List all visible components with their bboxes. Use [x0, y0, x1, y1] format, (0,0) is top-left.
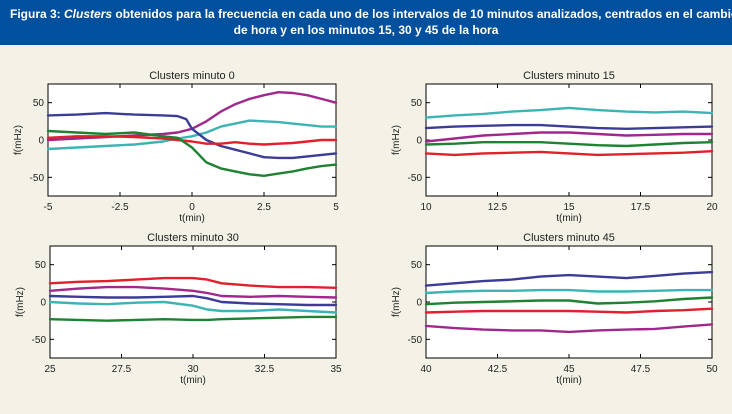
chart-minuto-0-ytick-label: -50 [30, 173, 45, 184]
figure-caption-line-2: de hora y en los minutos 15, 30 y 45 de … [233, 23, 499, 37]
chart-minuto-30-xtick-label: 25 [44, 364, 56, 375]
chart-minuto-30-title: Clusters minuto 30 [147, 232, 239, 244]
chart-minuto-30-plot-area [49, 245, 337, 359]
chart-minuto-45-series-3-line [424, 296, 714, 306]
chart-minuto-15-plot-area [425, 83, 713, 197]
chart-minuto-15-xtick-label: 17.5 [631, 202, 651, 213]
charts-figure: Clusters minuto 0 -5 -2.5 0 2.5 5 -50 0 50 t(min)… [13, 70, 718, 386]
chart-minuto-15-series-3-line [424, 131, 714, 143]
figure-caption-italic: Clusters [64, 7, 113, 21]
chart-minuto-0: Clusters minuto 0 -5 -2.5 0 2.5 5 -50 0 50 t(min)… [13, 70, 339, 224]
chart-minuto-30-xtick-label: 35 [330, 364, 342, 375]
chart-minuto-0-series-4-line [46, 135, 338, 146]
chart-minuto-0-ylabel: f(mHz) [13, 125, 24, 155]
chart-minuto-0-series-5-line [46, 129, 338, 178]
chart-minuto-0-ytick-label: 50 [33, 98, 45, 109]
chart-minuto-0-xlabel: t(min) [179, 213, 205, 224]
chart-minuto-45-xtick-label: 50 [706, 364, 718, 375]
chart-minuto-15-series-4-line [424, 140, 714, 148]
figure-caption-line-1: Figura 3: Clusters obtenidos para la fre… [10, 6, 732, 22]
figure-caption-line-1-rest: obtenidos para la frecuencia en cada uno… [112, 7, 732, 21]
chart-minuto-45-title: Clusters minuto 45 [523, 232, 615, 244]
chart-minuto-30-series-1-line [48, 276, 338, 290]
chart-minuto-45-ytick-label: 0 [416, 298, 422, 309]
chart-minuto-0-title: Clusters minuto 0 [149, 70, 235, 82]
chart-minuto-0-ytick-label: 0 [38, 136, 44, 147]
chart-minuto-15-xtick-label: 10 [420, 202, 432, 213]
chart-minuto-45-xtick-label: 40 [420, 364, 432, 375]
chart-minuto-30-xlabel: t(min) [180, 375, 206, 386]
chart-minuto-15-ytick-label: -50 [408, 173, 423, 184]
chart-minuto-0-xtick-label: -2.5 [111, 202, 129, 213]
chart-minuto-30-series-3-line [48, 294, 338, 307]
chart-minuto-15-xtick-label: 20 [706, 202, 718, 213]
chart-minuto-0-xtick-label: 0 [189, 202, 195, 213]
chart-minuto-30-ylabel: f(mHz) [15, 287, 26, 317]
chart-minuto-15-ytick-label: 0 [416, 136, 422, 147]
chart-minuto-0-xtick-label: -5 [44, 202, 53, 213]
chart-minuto-45-series-4-line [424, 307, 714, 314]
chart-minuto-30-series-5-line [48, 315, 338, 322]
chart-minuto-30: Clusters minuto 30 25 27.5 30 32.5 35 -50 0 50 t(… [15, 232, 342, 386]
chart-minuto-0-xtick-label: 2.5 [257, 202, 271, 213]
chart-minuto-30-ytick-label: 50 [35, 260, 47, 271]
chart-minuto-30-ytick-label: -50 [32, 335, 47, 346]
chart-minuto-45-xtick-label: 47.5 [631, 364, 651, 375]
chart-minuto-15-series-5-line [424, 149, 714, 157]
chart-minuto-0-plot-area [47, 83, 337, 197]
chart-minuto-45-xtick-label: 45 [563, 364, 575, 375]
chart-minuto-30-xtick-label: 30 [187, 364, 199, 375]
chart-minuto-15-xlabel: t(min) [556, 213, 582, 224]
chart-minuto-45-xtick-label: 42.5 [488, 364, 508, 375]
chart-minuto-45-series-2-line [424, 288, 714, 295]
chart-minuto-15-title: Clusters minuto 15 [523, 70, 615, 82]
chart-minuto-30-series-4-line [48, 300, 338, 314]
figure-caption-prefix: Figura 3: [10, 7, 65, 21]
chart-minuto-45-ytick-label: -50 [408, 335, 423, 346]
chart-minuto-15-ytick-label: 50 [411, 98, 423, 109]
chart-minuto-30-xtick-label: 27.5 [112, 364, 132, 375]
chart-minuto-45: Clusters minuto 45 40 42.5 45 47.5 50 -50 0 50 t(… [391, 232, 718, 386]
chart-minuto-45-ylabel: f(mHz) [391, 287, 402, 317]
chart-minuto-45-series-1-line [424, 270, 714, 287]
chart-minuto-45-ytick-label: 50 [411, 260, 423, 271]
chart-minuto-0-xtick-label: 5 [333, 202, 339, 213]
chart-minuto-15-xtick-label: 15 [563, 202, 575, 213]
chart-minuto-15: Clusters minuto 15 10 12.5 15 17.5 20 -50 0 50 t(… [391, 70, 718, 224]
chart-minuto-30-ytick-label: 0 [40, 298, 46, 309]
figure-caption: Figura 3: Clusters obtenidos para la fre… [0, 0, 732, 45]
chart-minuto-15-series-2-line [424, 123, 714, 131]
chart-minuto-45-series-5-line [424, 323, 714, 334]
chart-minuto-0-series-2-line [46, 119, 338, 151]
chart-minuto-45-xlabel: t(min) [556, 375, 582, 386]
chart-minuto-30-xtick-label: 32.5 [255, 364, 275, 375]
chart-minuto-15-ylabel: f(mHz) [391, 125, 402, 155]
chart-minuto-15-series-1-line [424, 106, 714, 119]
chart-minuto-15-xtick-label: 12.5 [488, 202, 508, 213]
chart-minuto-30-series-2-line [48, 285, 338, 299]
